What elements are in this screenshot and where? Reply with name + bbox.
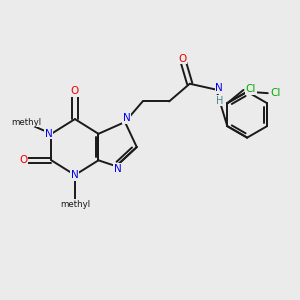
Text: Cl: Cl [246,84,256,94]
Text: Cl: Cl [270,88,280,98]
Text: N: N [44,129,52,139]
Text: N: N [123,113,130,124]
Text: N: N [215,83,223,93]
Text: N: N [71,170,79,180]
Text: H: H [215,96,223,106]
Text: N: N [114,164,122,173]
Text: methyl: methyl [60,200,90,209]
Text: O: O [71,86,79,96]
Text: O: O [19,155,28,165]
Text: methyl: methyl [11,118,41,127]
Text: O: O [178,54,187,64]
